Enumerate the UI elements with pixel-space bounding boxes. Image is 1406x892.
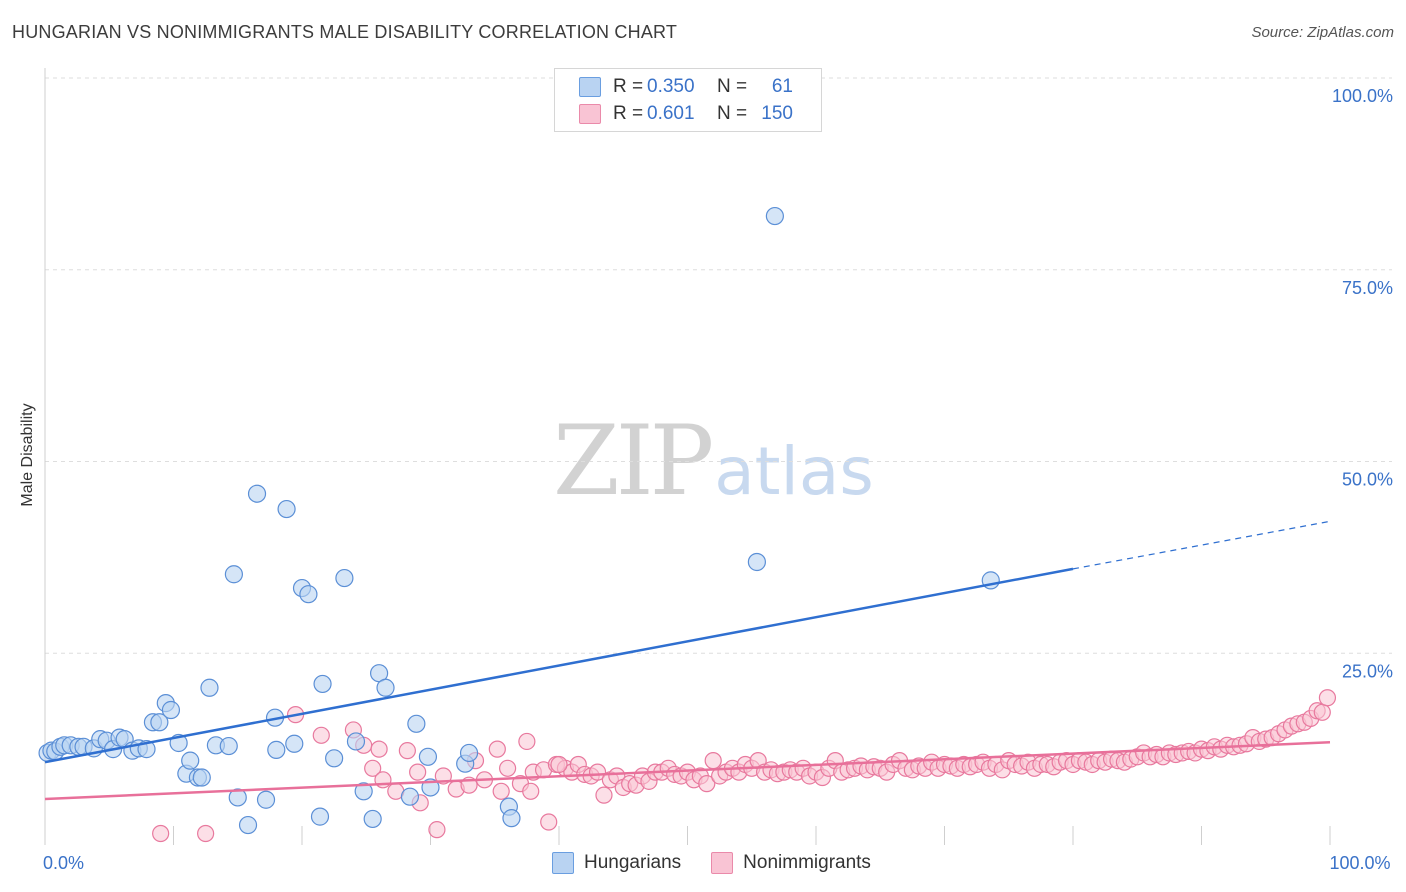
nonimmigrant-point [492,782,510,800]
correlation-legend: R = 0.350 N = 61 R = 0.601 N = 150 [554,68,822,132]
nonimmigrant-point [398,742,416,760]
hungarian-point [313,674,332,694]
hungarian-point [376,678,395,697]
hungarian-point [285,734,304,753]
legend-n-value: 61 [771,76,793,97]
watermark-atlas: atlas [714,433,874,510]
series-legend: Hungarians Nonimmigrants [552,852,901,874]
nonimmigrant-point [364,759,382,777]
nonimmigrant-point [588,763,607,781]
x-tick-label: 100.0% [1329,853,1390,873]
x-tick-label: 0.0% [43,853,84,873]
hungarian-point [363,809,382,829]
nonimmigrant-point [409,763,427,781]
legend-swatch-nonimmigrants [711,852,734,874]
legend-label-nonimmigrants: Nonimmigrants [743,852,871,873]
hungarian-point [335,568,354,588]
hungarian-point [277,499,296,519]
hungarians-trendline [44,567,1074,764]
nonimmigrant-point [312,726,330,744]
legend-n-value: 150 [761,103,793,124]
hungarian-point [346,732,366,751]
nonimmigrant-point [704,752,722,770]
watermark: ZIPatlas [553,405,874,517]
nonimmigrant-point [1313,703,1331,721]
legend-row-hungarians: R = 0.350 N = 61 [579,75,793,99]
hungarian-point [747,552,766,572]
hungarian-point [219,736,238,756]
source-label: Source: ZipAtlas.com [1251,24,1394,41]
nonimmigrant-point [488,740,506,758]
hungarian-point [150,713,169,732]
hungarian-point [299,585,318,604]
legend-item-nonimmigrants: Nonimmigrants [711,852,871,874]
hungarian-point [228,788,247,807]
nonimmigrant-point [550,755,568,774]
nonimmigrant-point [698,775,716,793]
hungarian-point [247,484,267,503]
hungarian-point [161,700,181,720]
legend-swatch-pink [579,104,601,124]
hungarian-point [267,740,286,759]
legend-r-label: R = [613,103,644,124]
nonimmigrant-point [370,740,388,758]
nonimmigrant-point [499,759,517,777]
hungarian-point [200,678,219,697]
hungarians-trendline-extension [1072,520,1331,570]
hungarian-point [310,807,330,826]
hungarian-point [765,206,784,226]
legend-r-value: 0.350 [647,76,695,97]
y-tick-label: 50.0% [1342,470,1393,490]
nonimmigrant-point [595,786,613,804]
legend-item-hungarians: Hungarians [552,852,681,874]
legend-n-label: N = [717,103,748,124]
hungarian-point [192,768,211,787]
y-tick-label: 25.0% [1342,661,1393,681]
hungarian-point [238,815,258,835]
nonimmigrant-point [197,824,215,843]
hungarian-point [407,714,426,733]
nonimmigrant-point [428,821,446,839]
legend-n-label: N = [717,76,748,97]
hungarian-point [181,751,200,770]
nonimmigrant-point [518,732,536,751]
hungarian-point [256,790,276,809]
nonimmigrant-point [522,782,540,800]
legend-swatch-blue [579,77,601,97]
legend-label-hungarians: Hungarians [584,852,682,873]
hungarian-point [418,747,438,766]
chart-title: HUNGARIAN VS NONIMMIGRANTS MALE DISABILI… [12,22,678,42]
hungarian-point [224,565,243,584]
hungarian-point [502,809,521,828]
hungarian-point [459,743,479,763]
legend-swatch-hungarians [552,852,574,874]
legend-r-value: 0.601 [647,103,695,124]
y-tick-label: 100.0% [1332,86,1393,106]
nonimmigrants-trendline [44,740,1331,801]
hungarian-point [325,749,344,768]
legend-row-nonimmigrants: R = 0.601 N = 150 [579,102,793,126]
nonimmigrant-point [540,813,558,831]
hungarian-point [354,782,373,801]
y-tick-label: 75.0% [1342,278,1393,298]
nonimmigrant-point [1318,689,1337,707]
nonimmigrant-point [152,824,170,843]
legend-r-label: R = [613,76,644,97]
hungarian-point [400,787,420,806]
